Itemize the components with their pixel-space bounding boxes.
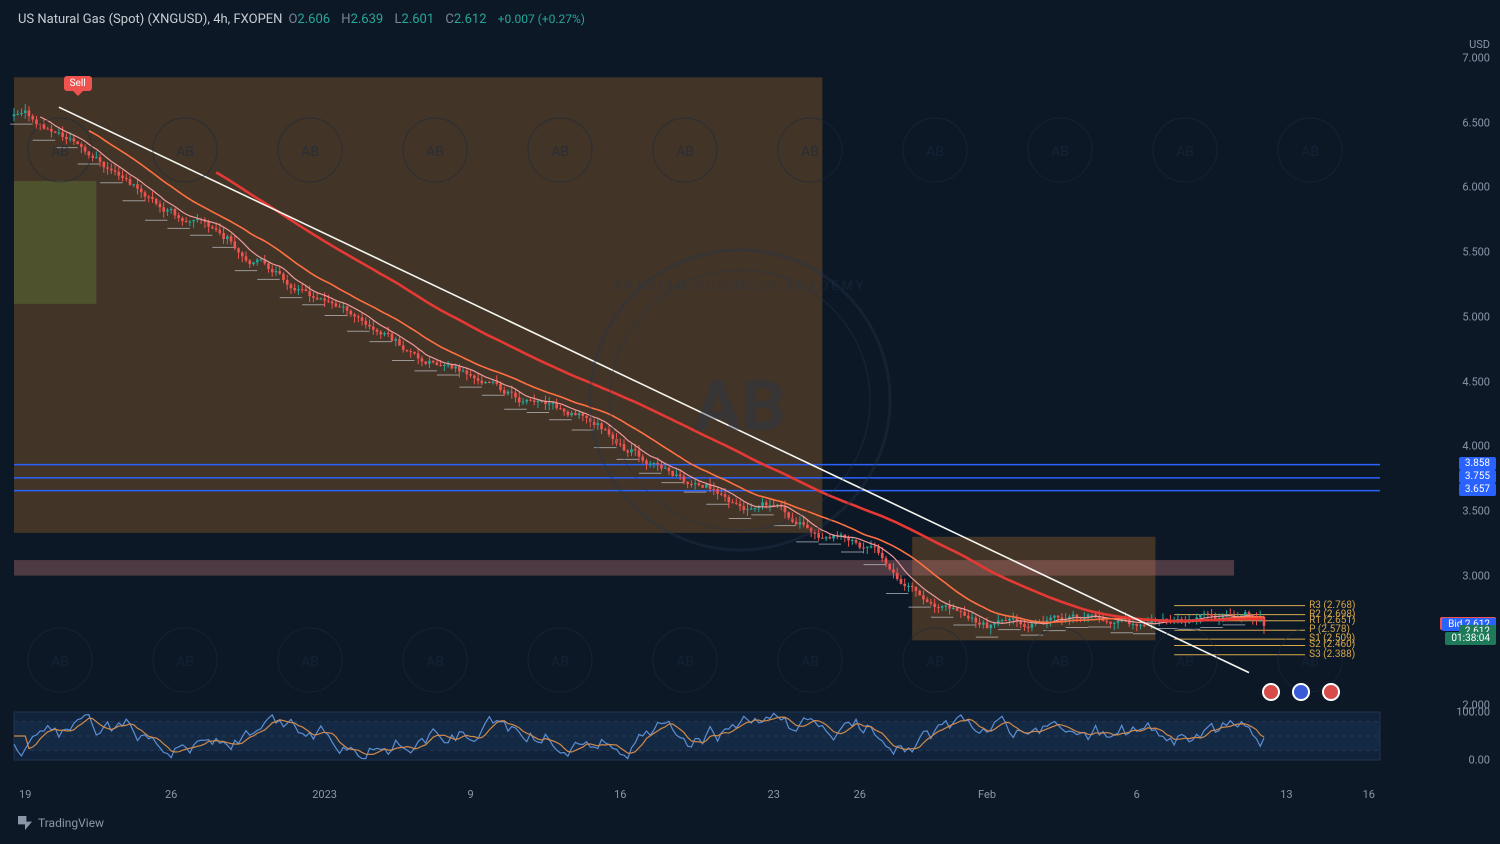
chart-header: US Natural Gas (Spot) (XNGUSD), 4h, FXOP… [18, 12, 585, 27]
svg-text:AB: AB [926, 144, 944, 160]
svg-text:AB: AB [426, 144, 444, 160]
pivot-label: S3 (2.388) [1309, 649, 1355, 660]
svg-text:ARABIAN BUSINESS ACADEMY: ARABIAN BUSINESS ACADEMY [613, 279, 866, 294]
svg-text:AB: AB [1176, 654, 1194, 670]
price-badge: 01:38:04 [1445, 632, 1496, 645]
svg-text:AB: AB [301, 654, 319, 670]
svg-text:AB: AB [801, 654, 819, 670]
svg-text:AB: AB [176, 144, 194, 160]
sell-signal: Sell [64, 76, 92, 91]
price-badge: 3.858 [1459, 457, 1496, 470]
svg-text:AB: AB [676, 654, 694, 670]
svg-text:AB: AB [51, 654, 69, 670]
symbol-label: US Natural Gas (Spot) (XNGUSD), 4h, FXOP… [18, 12, 282, 27]
price-badge: 3.755 [1459, 470, 1496, 483]
ohlc-readout: O2.606 H2.639 L2.601 C2.612 +0.007 (+0.2… [288, 12, 585, 27]
svg-text:AB: AB [1051, 144, 1069, 160]
svg-text:AB: AB [676, 144, 694, 160]
svg-text:AB: AB [1051, 654, 1069, 670]
svg-text:AB: AB [51, 144, 69, 160]
svg-text:AB: AB [176, 654, 194, 670]
svg-text:AB: AB [1176, 144, 1194, 160]
price-badge: 3.657 [1459, 483, 1496, 496]
tradingview-logo: TradingView [18, 816, 104, 830]
svg-text:AB: AB [1301, 144, 1319, 160]
svg-text:AB: AB [551, 654, 569, 670]
svg-text:AB: AB [694, 366, 786, 448]
svg-text:AB: AB [426, 654, 444, 670]
svg-text:AB: AB [926, 654, 944, 670]
chart-canvas[interactable]: AB AB AB AB AB AB AB AB AB AB AB AB AB AB AB AB AB AB AB AB… [0, 0, 1500, 844]
svg-text:AB: AB [801, 144, 819, 160]
trading-chart[interactable]: US Natural Gas (Spot) (XNGUSD), 4h, FXOP… [0, 0, 1500, 844]
svg-text:AB: AB [301, 144, 319, 160]
svg-text:AB: AB [551, 144, 569, 160]
